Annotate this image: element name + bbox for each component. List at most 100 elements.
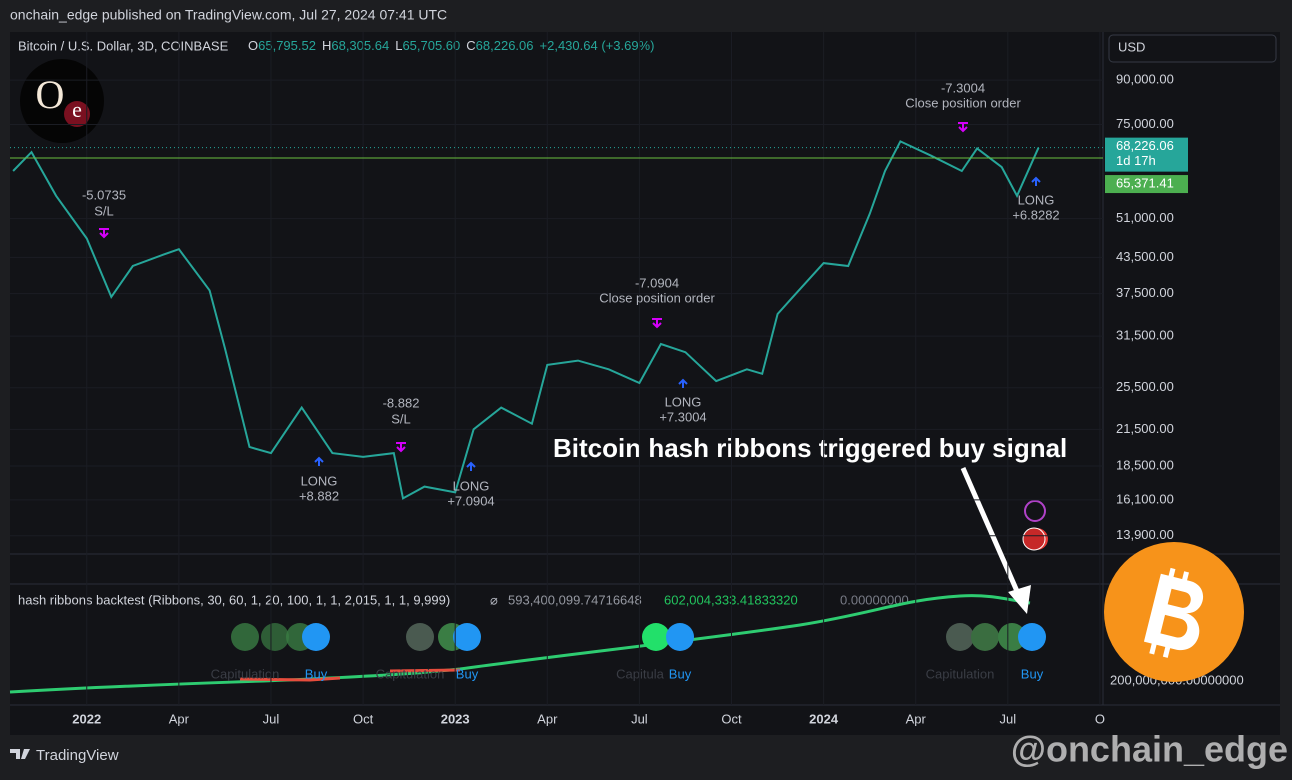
header: onchain_edge published on TradingView.co… xyxy=(10,7,447,23)
equity-drawdown xyxy=(389,668,461,673)
equity-curve xyxy=(9,594,1031,694)
annotation: +7.3004 xyxy=(659,409,706,424)
x-tick-label: O xyxy=(1095,711,1105,726)
y-tick-label: 75,000.00 xyxy=(1116,116,1174,131)
bitcoin-bar xyxy=(1167,567,1176,581)
equity-drawdown xyxy=(239,676,341,682)
logo-letter: O xyxy=(36,72,65,117)
legend: Bitcoin / U.S. Dollar, 3D, COINBASE O65,… xyxy=(18,38,654,53)
annotation: LONG xyxy=(665,394,702,409)
ohlc-value: 65,795.52 xyxy=(258,38,316,53)
x-tick-label: 2024 xyxy=(809,711,839,726)
bitcoin-b xyxy=(1143,573,1204,651)
capitulation-dot xyxy=(261,623,289,651)
trade-arrow xyxy=(314,456,324,466)
bitcoin-bar xyxy=(1149,641,1158,655)
indicator-legend: hash ribbons backtest (Ribbons, 30, 60, … xyxy=(18,592,909,607)
capitulation-label: Capitulation xyxy=(376,666,445,681)
ohlc-value: 68,305.64 xyxy=(331,38,389,53)
ohlc: O65,795.52 H68,305.64 L65,705.60 C68,226.06… xyxy=(248,38,654,53)
bitcoin-logo xyxy=(1104,542,1244,682)
annotation: +6.8282 xyxy=(1012,207,1059,222)
price-plot xyxy=(10,32,1103,705)
callout-arrowhead xyxy=(1008,585,1031,614)
change: +2,430.64 (+3.69%) xyxy=(540,38,655,53)
buy-label: Buy xyxy=(456,666,479,681)
ohlc-value: 65,705.60 xyxy=(402,38,460,53)
indicator-value: 602,004,333.41833320 xyxy=(664,592,798,607)
indicator-value: 593,400,099.74716648 xyxy=(508,592,642,607)
signal-labels: Capitulation Buy Capitulation Buy Capitula Bu… xyxy=(211,666,1044,681)
x-tick-label: Jul xyxy=(263,711,280,726)
x-tick-label: 2022 xyxy=(72,711,101,726)
ohlc-value: 68,226.06 xyxy=(476,38,534,53)
x-tick-label: Oct xyxy=(721,711,742,726)
indicator-value: 0.00000000 xyxy=(840,592,909,607)
buy-label: Buy xyxy=(305,666,328,681)
symbol: Bitcoin / U.S. Dollar, 3D, COINBASE xyxy=(18,38,229,53)
logo-dot xyxy=(64,101,90,127)
capitulation-label: Capitulation xyxy=(211,666,280,681)
event-icon[interactable] xyxy=(1022,527,1046,551)
annotation: LONG xyxy=(301,473,338,488)
bitcoin-bar xyxy=(1181,571,1190,585)
last-price-label: 68,226.06 xyxy=(1116,138,1174,153)
annotation: +8.882 xyxy=(299,488,339,503)
capitulation-label: Capitula xyxy=(616,666,664,681)
currency-box[interactable] xyxy=(1108,34,1277,63)
x-tick-label: Jul xyxy=(631,711,648,726)
currency[interactable]: USD xyxy=(1118,39,1145,54)
capitulation-dot xyxy=(642,623,670,651)
annotation: LONG xyxy=(453,478,490,493)
y-tick-label: 18,500.00 xyxy=(1116,457,1174,472)
capitulation-dot xyxy=(946,623,974,651)
price-line xyxy=(12,140,1040,500)
x-tick-label: Apr xyxy=(169,711,190,726)
trade-arrow xyxy=(1031,176,1041,186)
x-tick-label: Oct xyxy=(353,711,374,726)
logo: O e xyxy=(20,59,104,143)
position-label: 65,371.41 xyxy=(1116,175,1174,190)
annotation: S/L xyxy=(391,411,411,426)
trade-arrow xyxy=(99,228,109,239)
trade-arrow xyxy=(652,318,662,329)
annotation: Close position order xyxy=(905,95,1021,110)
x-tick-label: 2023 xyxy=(441,711,470,726)
buy-dot xyxy=(1018,623,1046,651)
buy-label: Buy xyxy=(1021,666,1044,681)
watermark: @onchain_edge xyxy=(1011,729,1288,770)
y-tick-label: 51,000.00 xyxy=(1116,210,1174,225)
y-tick-label: 37,500.00 xyxy=(1116,285,1174,300)
trade-arrow xyxy=(466,461,476,471)
x-tick-label: Jul xyxy=(1000,711,1017,726)
x-tick-label: Apr xyxy=(906,711,927,726)
buy-label: Buy xyxy=(669,666,692,681)
y-tick-label: 90,000.00 xyxy=(1116,72,1174,87)
logo-letter: e xyxy=(72,97,82,122)
ohlc-key: H xyxy=(322,38,331,53)
annotation: -8.882 xyxy=(383,395,420,410)
ohlc-key: C xyxy=(466,38,475,53)
capitulation-dot xyxy=(231,623,259,651)
annotation: S/L xyxy=(94,203,114,218)
brand: TradingView xyxy=(36,747,119,764)
trade-arrow xyxy=(396,442,406,453)
trade-arrow xyxy=(678,378,688,388)
capitulation-dot xyxy=(998,623,1026,651)
bitcoin-bar xyxy=(1162,644,1171,658)
capitulation-dot xyxy=(406,623,434,651)
buy-dot xyxy=(666,623,694,651)
ohlc-key: L xyxy=(395,38,402,53)
position-tag xyxy=(1105,175,1188,194)
y-tick-label: 31,500.00 xyxy=(1116,328,1174,343)
annotation: -7.0904 xyxy=(635,275,679,290)
callout-arrow xyxy=(960,466,1023,600)
y-tick-label: 25,500.00 xyxy=(1116,379,1174,394)
avg-symbol: ⌀ xyxy=(490,592,498,607)
indicator-title: hash ribbons backtest (Ribbons, 30, 60, … xyxy=(18,592,450,607)
event-icon[interactable] xyxy=(1024,500,1046,522)
annotation: -5.0735 xyxy=(82,187,126,202)
annotation: LONG xyxy=(1018,192,1055,207)
y-tick-label: 43,500.00 xyxy=(1116,249,1174,264)
